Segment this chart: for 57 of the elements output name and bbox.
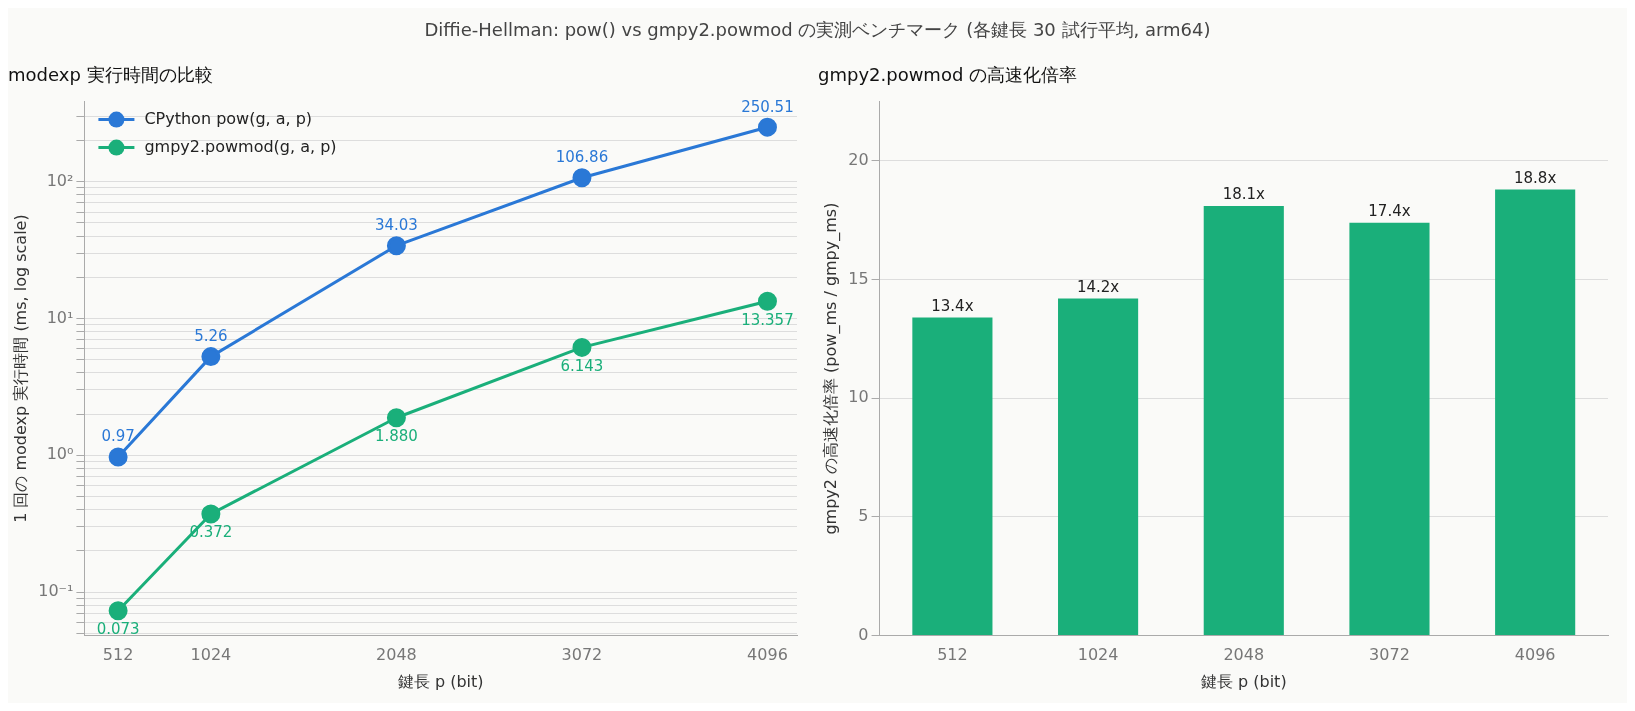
x-tick-label: 4096: [747, 645, 788, 665]
data-label: 6.143: [560, 356, 604, 375]
data-label: 250.51: [741, 97, 794, 116]
bar: [1058, 298, 1139, 636]
y-tick-label: 10: [848, 387, 869, 407]
chart-title: modexp 実行時間の比較: [8, 64, 213, 86]
y-tick-label: 10⁻¹: [38, 581, 74, 601]
y-axis-title: gmpy2 の高速化倍率 (pow_ms / gmpy_ms): [820, 202, 841, 535]
data-label: 14.2x: [1076, 277, 1120, 296]
point: [386, 236, 406, 256]
x-tick-label: 2048: [376, 645, 417, 665]
text: Diffie-Hellman: pow() vs gmpy2.powmod の実測ベンチマーク (各鍵長 30 試行平均, arm64): [423, 18, 1212, 42]
x-tick-label: 512: [937, 645, 968, 665]
point: [757, 291, 777, 311]
point: [572, 337, 592, 357]
data-label: 106.86: [555, 148, 609, 167]
chart-title: gmpy2.powmod の高速化倍率: [818, 64, 1078, 86]
point: [201, 347, 221, 367]
y-axis-title: 1 回の modexp 実行時間 (ms, log scale): [10, 214, 30, 523]
x-tick-label: 1024: [1077, 645, 1119, 665]
x-tick-label: 3072: [561, 645, 603, 665]
legend-label: CPython pow(g, a, p): [144, 108, 313, 128]
y-tick-label: 0: [858, 624, 869, 644]
data-label: 0.073: [96, 620, 140, 639]
bar: [1495, 189, 1576, 636]
data-label: 34.03: [374, 216, 418, 235]
data-label: 18.8x: [1514, 168, 1557, 187]
data-label: 5.26: [194, 327, 228, 345]
bar: [1203, 206, 1284, 636]
data-label: 13.4x: [931, 296, 974, 315]
point: [757, 117, 777, 137]
y-tick-label: 15: [848, 268, 869, 288]
x-tick-label: 1024: [190, 645, 232, 665]
point: [201, 504, 221, 524]
x-tick-label: 2048: [1223, 645, 1265, 665]
y-tick-label: 10⁰: [46, 444, 74, 464]
data-label: 1.880: [374, 427, 418, 446]
data-label: 18.1x: [1222, 185, 1266, 204]
data-label: 17.4x: [1368, 202, 1411, 221]
point: [386, 408, 406, 428]
data-label: 13.357: [741, 310, 794, 329]
point: [108, 447, 128, 467]
x-axis-title: 鍵長 p (bit): [1200, 671, 1287, 691]
x-axis-title: 鍵長 p (bit): [397, 671, 484, 691]
x-tick-label: 4096: [1514, 645, 1556, 665]
x-tick-label: 512: [102, 645, 134, 665]
y-tick-label: 5: [858, 506, 869, 526]
point: [572, 168, 592, 188]
y-tick-label: 10¹: [46, 307, 74, 327]
y-tick-label: 10²: [46, 170, 74, 190]
x-tick-label: 3072: [1369, 645, 1410, 665]
bar: [912, 317, 993, 636]
point: [108, 601, 128, 621]
y-tick-label: 20: [848, 150, 869, 170]
legend-label: gmpy2.powmod(g, a, p): [144, 136, 337, 156]
data-label: 0.97: [101, 427, 135, 446]
bar: [1349, 222, 1430, 636]
